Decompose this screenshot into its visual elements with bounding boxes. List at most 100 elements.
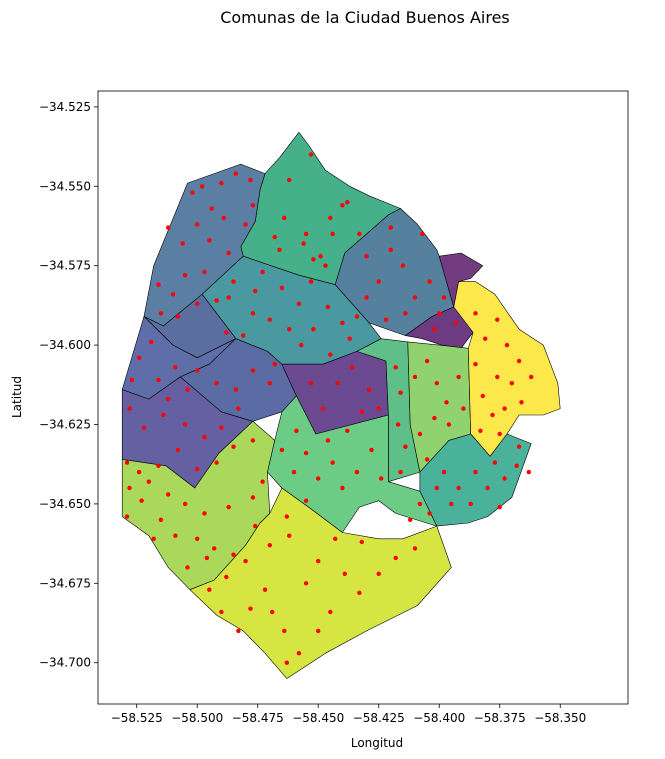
data-point	[325, 304, 331, 310]
data-point	[441, 295, 447, 300]
data-point	[403, 311, 408, 316]
data-point	[185, 565, 190, 570]
data-point	[308, 381, 314, 386]
data-point	[226, 504, 231, 510]
data-point	[473, 311, 478, 316]
data-point	[446, 422, 452, 427]
data-point	[284, 514, 289, 519]
data-point	[412, 546, 418, 551]
data-point	[250, 203, 256, 208]
data-point	[199, 184, 205, 189]
data-point	[340, 485, 345, 491]
x-tick-label: −58.500	[171, 711, 223, 725]
data-point	[195, 466, 200, 472]
data-point	[400, 263, 406, 268]
data-point	[296, 651, 302, 656]
data-point	[156, 463, 161, 468]
data-point	[182, 501, 188, 507]
x-tick-label: −58.400	[413, 711, 465, 725]
y-axis-title: Latitud	[10, 376, 24, 418]
data-point	[514, 463, 519, 468]
data-point	[287, 533, 292, 538]
data-point	[502, 406, 507, 411]
data-point	[342, 571, 347, 576]
data-point	[379, 476, 384, 481]
data-point	[166, 396, 171, 402]
data-point	[195, 536, 200, 541]
data-point	[480, 393, 485, 399]
data-point	[388, 225, 393, 230]
data-point	[243, 222, 248, 227]
data-point	[156, 377, 161, 383]
data-point	[441, 469, 447, 475]
data-point	[267, 543, 272, 548]
data-point	[182, 273, 188, 278]
data-point	[398, 469, 403, 475]
y-tick-label: −34.650	[39, 497, 91, 511]
data-point	[345, 200, 350, 205]
data-point	[219, 609, 224, 615]
data-point	[456, 374, 461, 380]
figure-title: Comunas de la Ciudad Buenos Aires	[220, 8, 510, 27]
data-point	[497, 504, 502, 510]
data-point	[195, 301, 200, 306]
data-point	[437, 311, 442, 316]
data-point	[243, 558, 248, 564]
data-point	[272, 362, 277, 367]
data-point	[325, 438, 331, 443]
data-point	[173, 533, 178, 538]
data-point	[318, 254, 323, 259]
data-point	[146, 479, 151, 484]
data-point	[328, 215, 333, 221]
data-point	[376, 406, 381, 411]
data-point	[175, 314, 181, 319]
data-point	[214, 381, 219, 386]
data-point	[330, 460, 335, 465]
data-point	[485, 485, 490, 491]
data-point	[509, 381, 514, 386]
data-point	[127, 485, 132, 491]
data-point	[253, 288, 258, 294]
data-point	[129, 377, 135, 383]
data-point	[260, 479, 265, 484]
y-tick-label: −34.575	[39, 259, 91, 273]
data-point	[383, 317, 389, 322]
data-point	[207, 238, 212, 243]
data-point	[449, 501, 454, 507]
data-point	[308, 152, 314, 157]
data-point	[398, 390, 403, 395]
data-point	[366, 387, 372, 392]
data-point	[417, 431, 423, 437]
data-point	[287, 177, 292, 183]
data-point	[335, 381, 340, 386]
data-point	[434, 485, 439, 491]
data-point	[519, 400, 524, 405]
data-point	[195, 222, 200, 227]
data-point	[195, 368, 200, 373]
data-point	[173, 365, 178, 370]
data-point	[369, 447, 374, 453]
data-point	[272, 234, 277, 240]
points-layer	[124, 152, 534, 665]
data-point	[347, 336, 352, 341]
x-axis-title: Longitud	[351, 736, 403, 750]
data-point	[127, 406, 132, 411]
data-point	[495, 374, 500, 380]
data-point	[287, 327, 292, 332]
data-point	[270, 609, 275, 615]
data-point	[301, 241, 306, 246]
data-point	[323, 263, 328, 268]
data-point	[364, 295, 369, 300]
data-point	[248, 606, 253, 611]
data-point	[226, 295, 231, 300]
data-point	[424, 358, 430, 364]
data-point	[170, 292, 176, 297]
x-axis: −58.525 −58.500 −58.475 −58.450 −58.425 −58.4…	[111, 704, 586, 725]
data-point	[175, 447, 181, 453]
data-point	[156, 282, 161, 287]
x-tick-label: −58.475	[232, 711, 284, 725]
data-point	[294, 428, 299, 433]
comuna-2	[143, 163, 266, 327]
data-point	[444, 400, 449, 405]
x-tick-label: −58.450	[292, 711, 344, 725]
